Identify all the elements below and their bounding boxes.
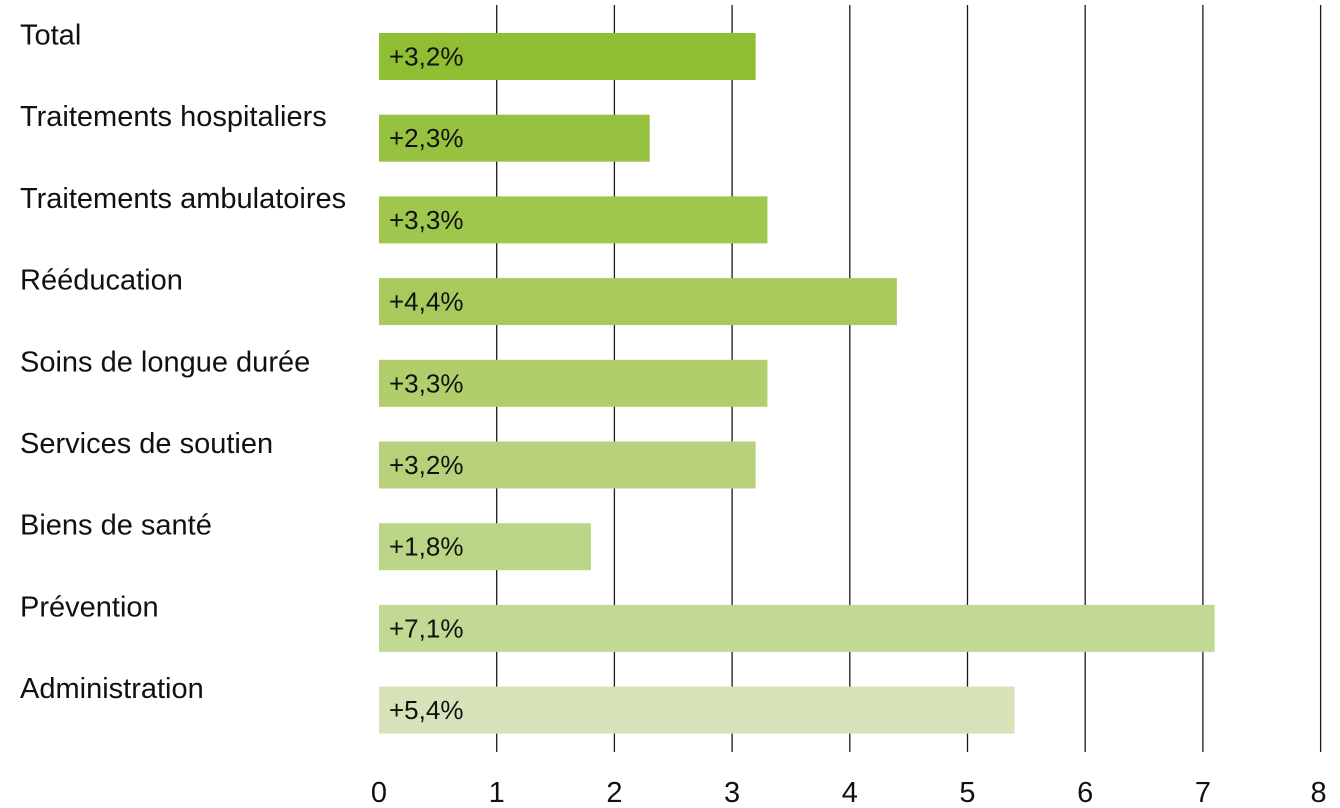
category-label-4: Rééducation	[20, 265, 183, 297]
bar-8	[379, 604, 1215, 652]
x-tick-label-7: 7	[1195, 777, 1211, 808]
bar-9	[379, 686, 1015, 734]
x-tick-label-8: 8	[1310, 777, 1326, 808]
bar-7	[379, 523, 591, 571]
bar-3	[379, 196, 768, 244]
bar-2	[379, 114, 650, 162]
value-label-8: +7,1%	[389, 613, 463, 643]
category-label-2: Traitements hospitaliers	[20, 101, 327, 133]
category-label-9: Administration	[20, 673, 204, 705]
category-label-6: Services de soutien	[20, 428, 273, 460]
value-label-4: +4,4%	[389, 287, 463, 317]
x-tick-label-0: 0	[371, 777, 387, 808]
category-label-5: Soins de longue durée	[20, 346, 310, 378]
x-tick-label-5: 5	[959, 777, 975, 808]
value-labels: +3,2% +2,3% +3,3% +4,4% +3,3% +3,2% +1,8% +7,1%…	[389, 42, 463, 726]
bars	[379, 33, 1215, 734]
bar-5	[379, 359, 768, 407]
value-label-7: +1,8%	[389, 532, 463, 562]
category-label-3: Traitements ambulatoires	[20, 183, 346, 215]
value-label-1: +3,2%	[389, 42, 463, 72]
x-tick-label-6: 6	[1077, 777, 1093, 808]
category-label-8: Prévention	[20, 591, 159, 623]
x-tick-label-3: 3	[724, 777, 740, 808]
category-labels: Total Traitements hospitaliers Traitements…	[20, 20, 346, 706]
x-tick-label-2: 2	[606, 777, 622, 808]
category-label-7: Biens de santé	[20, 510, 212, 542]
x-tick-label-1: 1	[489, 777, 505, 808]
x-axis-tick-labels: 0 1 2 3 4 5 6 7 8	[371, 777, 1327, 808]
value-label-5: +3,3%	[389, 368, 463, 398]
bar-1	[379, 33, 756, 80]
value-label-2: +2,3%	[389, 123, 463, 153]
value-label-9: +5,4%	[389, 695, 463, 725]
value-label-6: +3,2%	[389, 450, 463, 480]
bar-6	[379, 441, 756, 489]
bar-4	[379, 278, 897, 326]
x-tick-label-4: 4	[842, 777, 858, 808]
value-label-3: +3,3%	[389, 205, 463, 235]
category-label-1: Total	[20, 20, 81, 52]
